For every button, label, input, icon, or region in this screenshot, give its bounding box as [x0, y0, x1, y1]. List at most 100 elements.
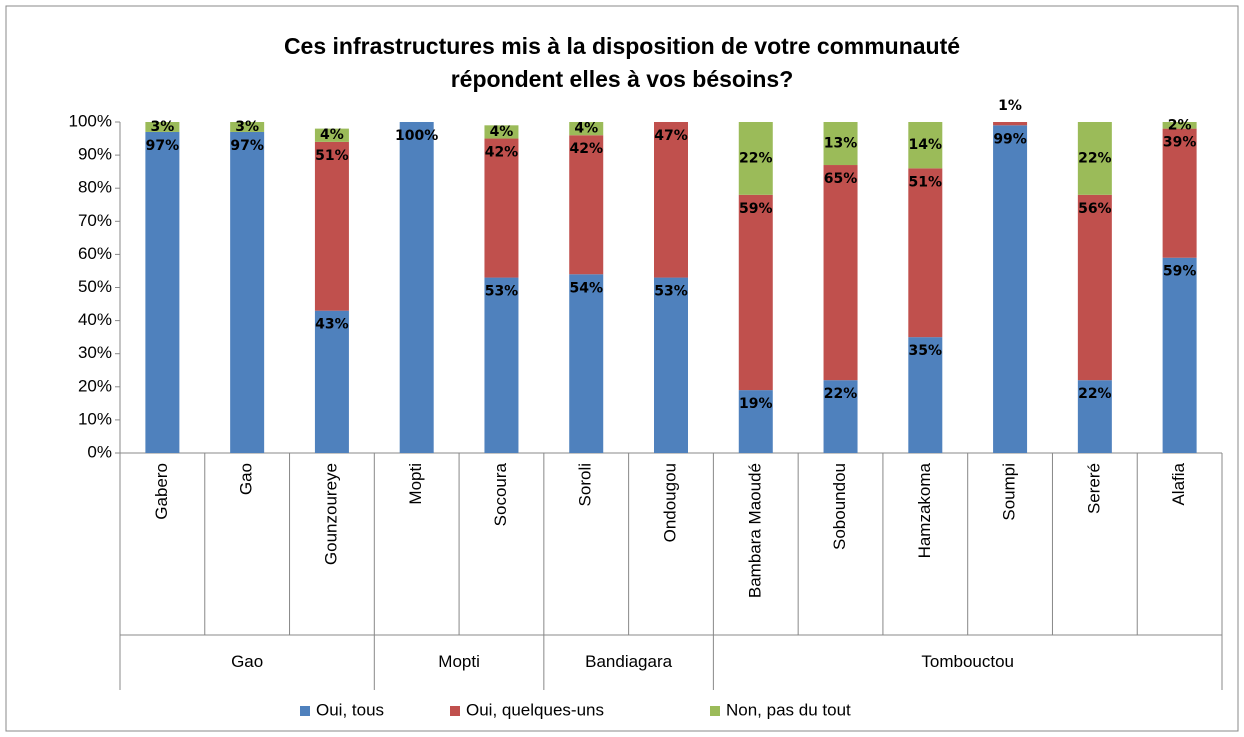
bar-segment — [314, 128, 349, 142]
bar-segment — [908, 168, 943, 338]
bar-segment — [1162, 128, 1197, 258]
data-label: 43% — [315, 317, 349, 333]
x-tick-label: Gao — [237, 463, 256, 495]
bar-segment — [823, 165, 858, 381]
legend-label: Oui, quelques-uns — [466, 700, 604, 719]
data-label: 4% — [574, 121, 598, 137]
data-label: 4% — [320, 127, 344, 143]
x-tick-label: Gounzoureye — [321, 463, 340, 565]
data-label: 3% — [235, 119, 259, 135]
y-tick-label: 40% — [78, 310, 112, 329]
data-label: 53% — [485, 284, 519, 300]
data-label: 4% — [490, 124, 514, 140]
data-label: 59% — [1163, 264, 1197, 280]
data-label: 97% — [230, 138, 264, 154]
data-label: 2% — [1168, 117, 1192, 133]
legend-label: Non, pas du tout — [726, 700, 851, 719]
bar-segment — [314, 141, 349, 311]
x-tick-label: Soumpi — [1000, 463, 1019, 521]
bar-segment — [823, 380, 858, 453]
group-label: Gao — [231, 652, 263, 671]
data-label: 65% — [824, 171, 858, 187]
y-tick-label: 20% — [78, 376, 112, 395]
bar-segment — [654, 277, 688, 453]
bar-segment — [569, 274, 604, 453]
x-tick-label: Soroli — [576, 463, 595, 506]
y-tick-label: 30% — [78, 343, 112, 362]
data-label: 39% — [1163, 135, 1197, 151]
data-label: 51% — [315, 148, 349, 164]
data-label: 35% — [909, 343, 943, 359]
bar-segment — [1162, 257, 1197, 453]
bar-segment — [1077, 194, 1112, 381]
legend-label: Oui, tous — [316, 700, 384, 719]
bar-segment — [484, 138, 519, 278]
data-label: 22% — [1078, 386, 1112, 402]
chart-title: Ces infrastructures mis à la disposition… — [283, 33, 961, 92]
bar-segment — [484, 125, 519, 139]
y-tick-label: 50% — [78, 277, 112, 296]
data-label: 14% — [909, 137, 943, 153]
legend-swatch — [710, 706, 720, 716]
bar-segment — [738, 194, 773, 391]
x-tick-label: Hamzakoma — [915, 462, 934, 558]
data-label: 42% — [485, 145, 519, 161]
data-label: 47% — [654, 128, 688, 144]
x-tick-label: Alafia — [1169, 462, 1188, 505]
bar-segment — [145, 131, 180, 453]
bar-segment — [1077, 380, 1112, 453]
bar-segment — [993, 122, 1028, 126]
data-label: 22% — [824, 386, 858, 402]
bar-segment — [399, 122, 434, 453]
data-label: 54% — [569, 280, 603, 296]
bar-segment — [484, 277, 519, 453]
data-label: 13% — [824, 136, 858, 152]
legend-swatch — [450, 706, 460, 716]
x-tick-label: Mopti — [406, 463, 425, 505]
y-tick-label: 80% — [78, 178, 112, 197]
data-label: 22% — [1078, 150, 1112, 166]
bar-segment — [569, 135, 604, 275]
bar-segment — [1077, 122, 1112, 195]
bar-segment — [230, 122, 265, 132]
bar-segment — [908, 122, 943, 169]
y-tick-label: 90% — [78, 145, 112, 164]
bar-segment — [569, 122, 604, 136]
x-tick-label: Gabero — [152, 463, 171, 520]
bar-segment — [823, 122, 858, 166]
x-tick-label: Bambara Maoudé — [745, 463, 764, 598]
y-tick-label: 100% — [69, 111, 112, 130]
x-tick-label: Sereré — [1084, 463, 1103, 514]
group-label: Bandiagara — [585, 652, 673, 671]
data-label: 100% — [395, 128, 438, 144]
data-label: 3% — [150, 119, 174, 135]
bar-segment — [738, 122, 773, 195]
x-tick-label: Socoura — [491, 462, 510, 526]
data-label: 51% — [909, 174, 943, 190]
data-label: 1% — [998, 98, 1022, 114]
group-label: Tombouctou — [921, 652, 1014, 671]
bar-segment — [738, 390, 773, 453]
bar-segment — [1162, 122, 1197, 129]
data-label: 56% — [1078, 201, 1112, 217]
bar-segment — [993, 125, 1028, 453]
x-tick-label: Soboundou — [830, 463, 849, 550]
data-label: 22% — [739, 150, 773, 166]
bar-segment — [908, 337, 943, 453]
bar-segment — [230, 131, 265, 453]
y-tick-label: 10% — [78, 409, 112, 428]
data-label: 42% — [569, 141, 603, 157]
data-label: 99% — [993, 131, 1027, 147]
data-label: 97% — [146, 138, 180, 154]
group-label: Mopti — [438, 652, 480, 671]
y-tick-label: 0% — [87, 442, 112, 461]
data-label: 19% — [739, 396, 773, 412]
data-label: 59% — [739, 201, 773, 217]
bar-segment — [654, 122, 688, 278]
data-label: 53% — [654, 284, 688, 300]
chart-border — [5, 5, 1239, 732]
y-tick-label: 60% — [78, 244, 112, 263]
y-tick-label: 70% — [78, 211, 112, 230]
